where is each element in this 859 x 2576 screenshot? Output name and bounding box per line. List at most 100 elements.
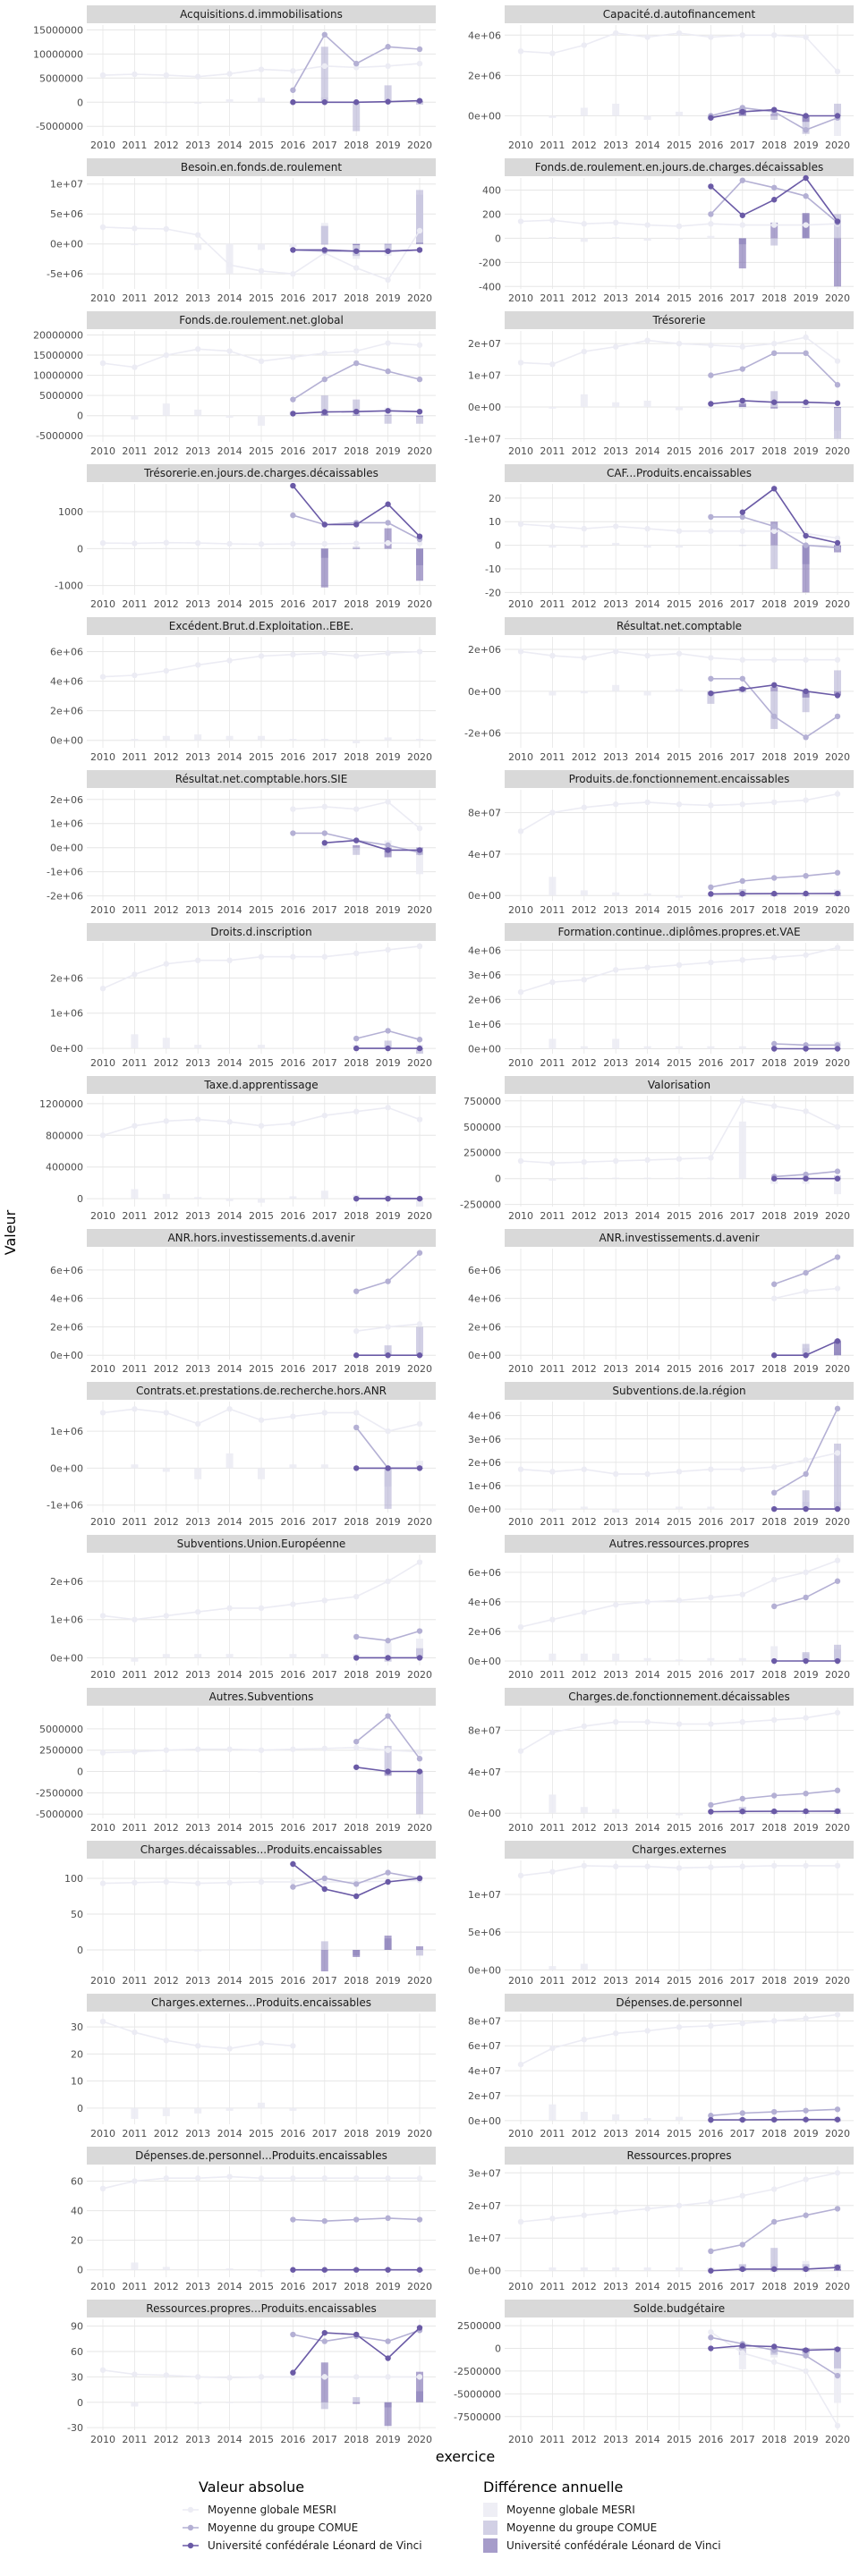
point-mesri xyxy=(290,1878,296,1885)
bar-mesri-diff xyxy=(707,1506,715,1510)
x-tick-label: 2013 xyxy=(185,1210,210,1222)
bar-mesri-diff xyxy=(194,1197,202,1199)
point-mesri xyxy=(99,2367,106,2373)
point-mesri xyxy=(676,223,683,230)
point-ldv xyxy=(771,197,778,203)
legend-title-difference: Différence annuelle xyxy=(483,2479,623,2496)
bar-ldv-diff xyxy=(802,115,810,123)
point-mesri xyxy=(739,1097,745,1104)
x-tick-label: 2014 xyxy=(217,2434,242,2445)
bar-ldv-diff xyxy=(738,403,746,408)
point-ldv xyxy=(803,174,809,182)
point-mesri xyxy=(644,34,651,40)
bar-mesri-diff xyxy=(738,1657,746,1662)
point-mesri xyxy=(290,1120,296,1127)
x-tick-label: 2013 xyxy=(603,140,628,151)
panel-strip xyxy=(87,1229,436,1247)
x-tick-label: 2014 xyxy=(217,2128,242,2140)
point-comue xyxy=(385,2215,391,2222)
point-ldv xyxy=(739,397,745,404)
point-comue xyxy=(416,2216,423,2223)
x-tick-label: 2012 xyxy=(154,598,179,610)
point-ldv xyxy=(385,408,391,414)
panel-title: Dépenses.de.personnel...Produits.encaiss… xyxy=(135,2149,387,2162)
y-tick-label: 60 xyxy=(71,2346,83,2358)
bar-mesri-diff xyxy=(612,2114,620,2121)
point-mesri xyxy=(258,653,265,659)
bar-mesri-diff xyxy=(580,545,588,548)
point-mesri xyxy=(771,1295,778,1301)
bar-mesri-diff xyxy=(676,2267,683,2271)
y-tick-label: 0e+00 xyxy=(468,1964,501,1976)
point-mesri xyxy=(132,1406,138,1412)
point-mesri xyxy=(258,2040,265,2046)
panel: Taxe.d.apprentissage 0 400000 800000 1200000… xyxy=(39,1076,436,1222)
bar-ldv-diff xyxy=(320,548,328,588)
point-ldv xyxy=(290,99,296,106)
point-mesri xyxy=(771,528,778,534)
legend-label-absolute: Université confédérale Léonard de Vinci xyxy=(208,2539,422,2552)
x-tick-label: 2010 xyxy=(508,1669,533,1681)
x-tick-label: 2017 xyxy=(730,1516,755,1528)
point-mesri xyxy=(708,528,714,534)
point-ldv xyxy=(834,539,841,547)
point-ldv xyxy=(385,1655,391,1661)
x-tick-label: 2011 xyxy=(122,1669,147,1681)
x-tick-label: 2014 xyxy=(217,904,242,916)
bar-mesri-diff xyxy=(738,691,746,694)
y-tick-label: -2e+06 xyxy=(47,891,83,902)
point-mesri xyxy=(258,267,265,275)
point-ldv xyxy=(803,2116,809,2123)
x-tick-label: 2012 xyxy=(572,140,597,151)
panel-strip xyxy=(87,1841,436,1859)
point-comue xyxy=(290,830,296,836)
point-mesri xyxy=(771,32,778,38)
point-mesri xyxy=(163,1747,169,1753)
x-tick-label: 2016 xyxy=(698,1669,723,1681)
x-tick-label: 2011 xyxy=(122,140,147,151)
x-tick-label: 2018 xyxy=(761,1975,787,1987)
x-tick-label: 2015 xyxy=(667,1822,692,1834)
panel: Charges.externes...Produits.encaissables… xyxy=(71,1994,436,2140)
panel: Droits.d.inscription 0e+00 1e+06 2e+06 2010 2… xyxy=(50,923,436,1069)
bar-mesri-diff xyxy=(162,1769,170,1772)
bar-comue-diff xyxy=(738,545,746,547)
point-mesri xyxy=(99,1880,106,1886)
bar-mesri-diff xyxy=(320,845,328,848)
y-tick-label: 2e+06 xyxy=(50,1576,83,1588)
x-tick-label: 2016 xyxy=(280,1057,305,1069)
bar-comue-diff xyxy=(802,1652,810,1662)
x-tick-label: 2011 xyxy=(122,2128,147,2140)
point-ldv xyxy=(353,1352,360,1359)
panel-strip xyxy=(505,1688,854,1706)
bar-mesri-diff xyxy=(676,1506,683,1510)
point-mesri xyxy=(834,791,841,797)
x-tick-label: 2014 xyxy=(635,2128,660,2140)
bar-mesri-diff xyxy=(194,2269,202,2271)
bar-comue-diff xyxy=(802,691,810,713)
point-comue xyxy=(771,523,778,530)
point-ldv xyxy=(353,1893,360,1900)
bar-mesri-diff xyxy=(162,1949,170,1950)
x-tick-label: 2014 xyxy=(635,445,660,457)
x-tick-label: 2018 xyxy=(761,1057,787,1069)
y-tick-label: -10 xyxy=(485,564,501,575)
x-tick-label: 2012 xyxy=(572,1210,597,1222)
point-mesri xyxy=(385,539,391,547)
y-tick-label: 800000 xyxy=(46,1130,83,1141)
point-comue xyxy=(708,675,714,682)
x-tick-label: 2012 xyxy=(572,1516,597,1528)
point-mesri xyxy=(803,1715,809,1721)
x-tick-label: 2010 xyxy=(90,292,115,304)
point-mesri xyxy=(290,1746,296,1752)
point-comue xyxy=(739,105,745,111)
point-mesri xyxy=(226,2046,233,2052)
bar-mesri-diff xyxy=(162,1654,170,1658)
point-comue xyxy=(803,2212,809,2218)
point-mesri xyxy=(644,1719,651,1725)
x-tick-label: 2011 xyxy=(122,751,147,763)
x-tick-label: 2010 xyxy=(508,598,533,610)
point-mesri xyxy=(708,342,714,349)
panel-strip xyxy=(505,1229,854,1247)
panel: Excédent.Brut.d.Exploitation..EBE. 0e+00 2… xyxy=(50,617,436,763)
